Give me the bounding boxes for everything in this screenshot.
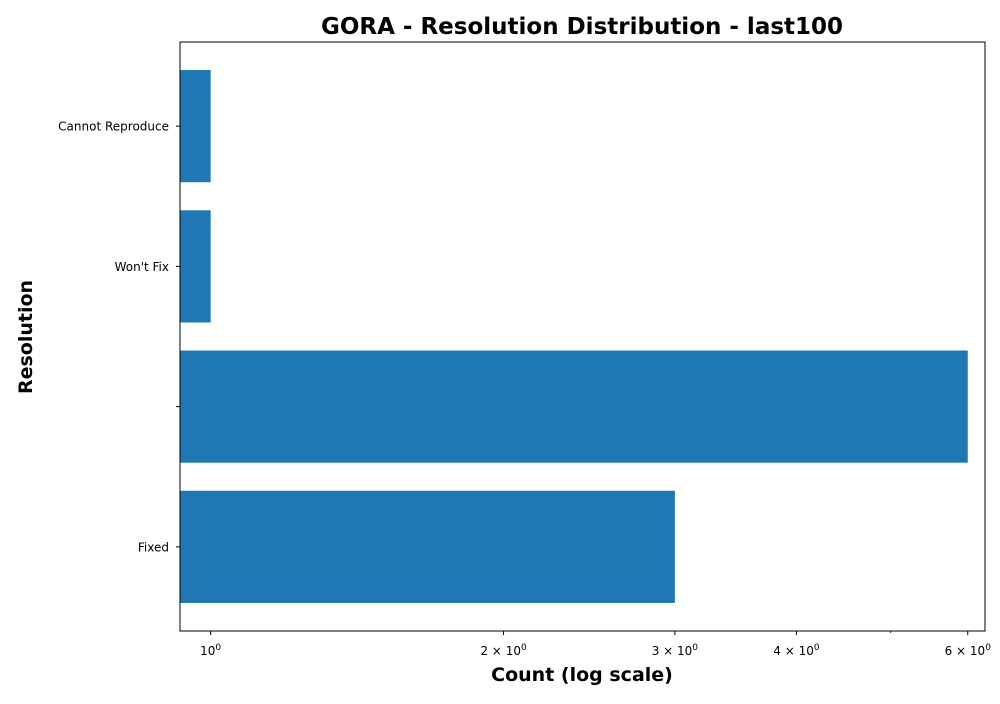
bar <box>180 350 968 463</box>
y-axis-ticks: Fixed Won't Fix Cannot Reproduce <box>58 120 180 554</box>
bar <box>180 70 211 183</box>
bar <box>180 490 675 603</box>
x-tick-label: 6 × 100 <box>945 643 992 658</box>
y-tick-label: Cannot Reproduce <box>58 120 169 134</box>
bar <box>180 210 211 323</box>
x-tick-label: 3 × 100 <box>652 643 699 658</box>
x-tick-label: 4 × 100 <box>773 643 820 658</box>
x-axis-label: Count (log scale) <box>491 664 673 686</box>
y-tick-label: Won't Fix <box>115 260 169 274</box>
y-tick-label: Fixed <box>138 540 169 554</box>
plot-bars <box>180 70 968 603</box>
x-tick-label: 2 × 100 <box>480 643 527 658</box>
chart-title: GORA - Resolution Distribution - last100 <box>321 14 843 40</box>
plot-frame <box>179 41 986 632</box>
x-axis-ticks: 100 2 × 100 3 × 100 4 × 100 6 × 100 <box>200 631 991 658</box>
x-tick-label: 100 <box>200 643 221 658</box>
y-axis-label: Resolution <box>15 280 37 394</box>
